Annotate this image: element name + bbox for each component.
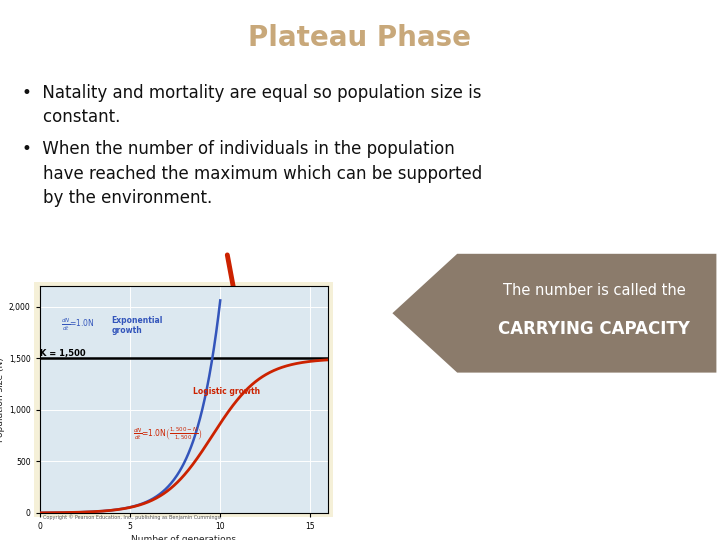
Text: K = 1,500: K = 1,500 <box>40 349 86 359</box>
Text: •  Natality and mortality are equal so population size is: • Natality and mortality are equal so po… <box>22 84 481 102</box>
Bar <box>34 282 333 517</box>
X-axis label: Number of generations: Number of generations <box>131 535 236 540</box>
Text: Plateau Phase: Plateau Phase <box>248 24 472 52</box>
Text: $\frac{dN}{dt}$=1.0N: $\frac{dN}{dt}$=1.0N <box>61 318 95 334</box>
Polygon shape <box>392 254 716 373</box>
Text: Exponential
growth: Exponential growth <box>112 316 163 335</box>
Y-axis label: Population size (N): Population size (N) <box>0 357 4 442</box>
Text: Logistic growth: Logistic growth <box>193 387 260 396</box>
Text: Copyright © Pearson Education, Inc., publishing as Benjamin Cummings.: Copyright © Pearson Education, Inc., pub… <box>43 514 222 519</box>
Text: The number is called the: The number is called the <box>503 283 685 298</box>
Text: •  When the number of individuals in the population: • When the number of individuals in the … <box>22 140 454 158</box>
Text: CARRYING CAPACITY: CARRYING CAPACITY <box>498 320 690 339</box>
Text: constant.: constant. <box>22 108 120 126</box>
Text: $\frac{dN}{dt}$=1.0N$\left(\frac{1,500-N}{1,500}\right)$: $\frac{dN}{dt}$=1.0N$\left(\frac{1,500-N… <box>133 425 202 442</box>
Text: by the environment.: by the environment. <box>22 189 212 207</box>
Text: have reached the maximum which can be supported: have reached the maximum which can be su… <box>22 165 482 183</box>
